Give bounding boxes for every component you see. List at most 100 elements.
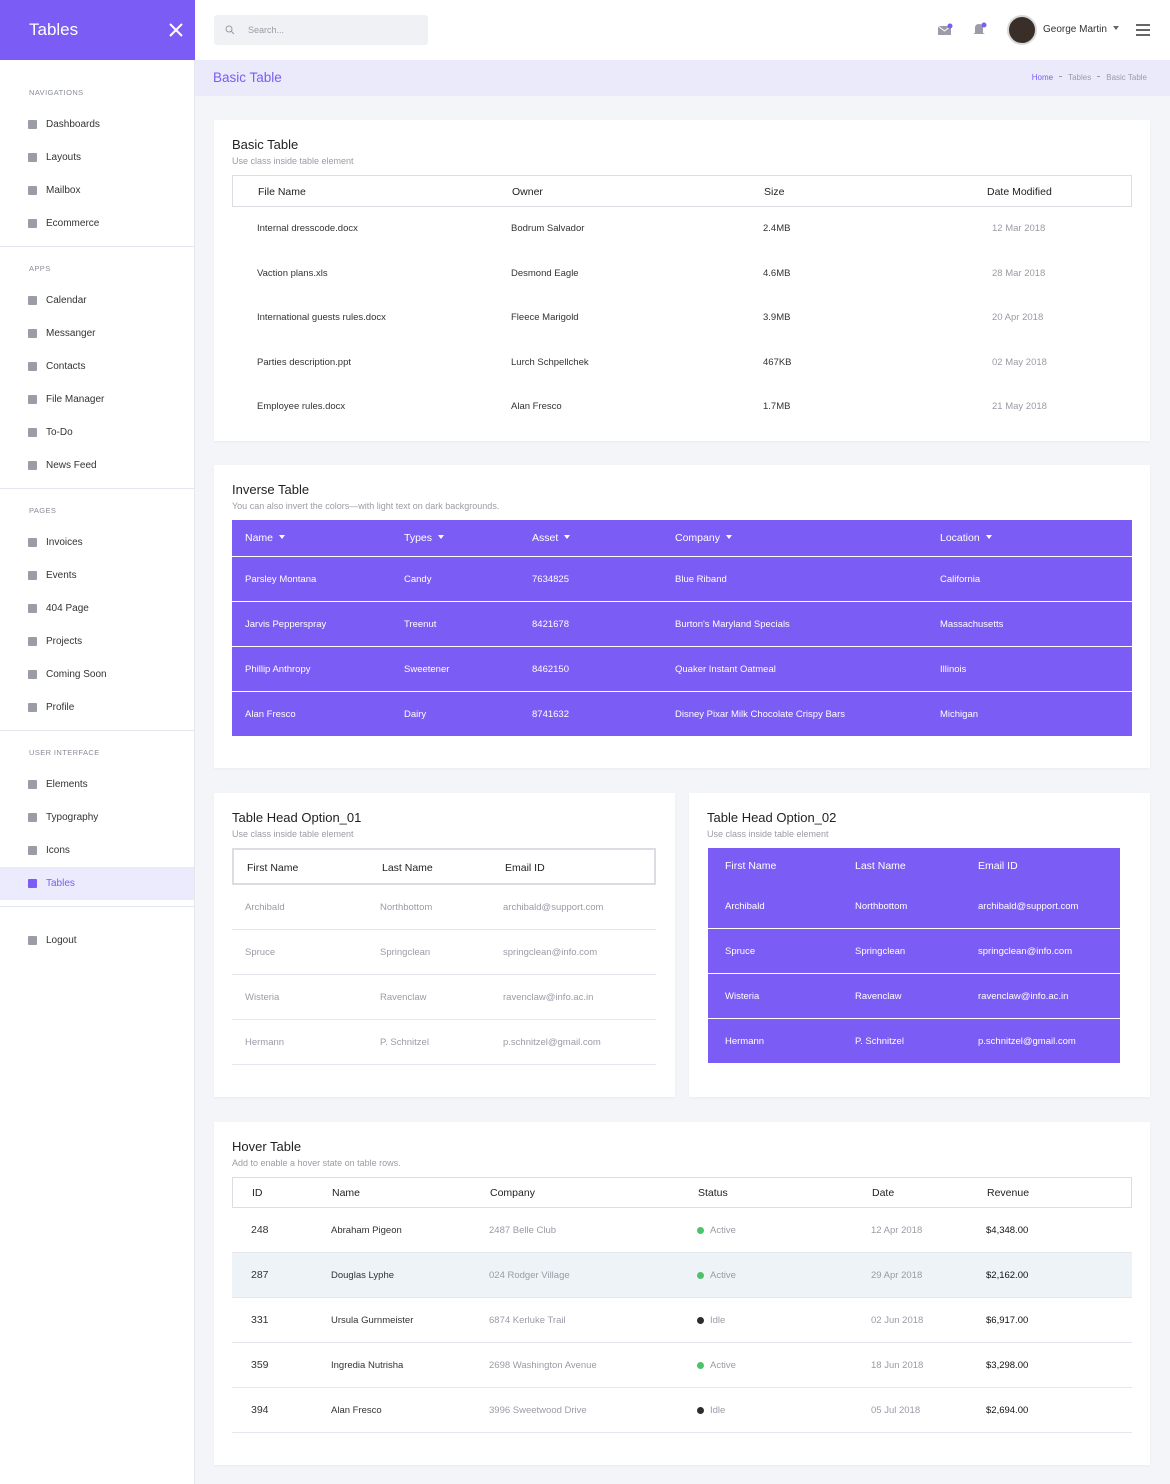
- column-header: Email ID: [978, 860, 1018, 872]
- table-cell: $3,298.00: [986, 1360, 1029, 1371]
- nav-item[interactable]: File Manager: [0, 383, 194, 416]
- table-cell: P. Schnitzel: [380, 1037, 429, 1048]
- table-cell: Wisteria: [245, 992, 280, 1003]
- table-row[interactable]: 287 Douglas Lyphe 024 Rodger Village Active…: [232, 1253, 1132, 1298]
- column-header: Owner: [512, 186, 543, 198]
- table-row[interactable]: 394 Alan Fresco 3996 Sweetwood Drive Idle 05…: [232, 1388, 1132, 1433]
- breadcrumb-item[interactable]: Home: [1031, 73, 1054, 82]
- table-cell: archibald@support.com: [978, 901, 1079, 912]
- table-cell: 12 Mar 2018: [992, 223, 1046, 234]
- logout[interactable]: Logout: [0, 924, 194, 957]
- table-cell: archibald@support.com: [503, 902, 604, 913]
- nav-heading: APPS: [29, 264, 51, 273]
- table-cell: Candy: [404, 574, 432, 585]
- nav-item[interactable]: Icons: [0, 834, 194, 867]
- nav-item[interactable]: Projects: [0, 625, 194, 658]
- table-row: Wisteria Ravenclaw ravenclaw@info.ac.in: [708, 974, 1120, 1019]
- nav-item[interactable]: 404 Page: [0, 592, 194, 625]
- table-row: Archibald Northbottom archibald@support.co…: [232, 885, 656, 930]
- nav-item[interactable]: Mailbox: [0, 174, 194, 207]
- breadcrumb-item: Tables: [1068, 73, 1092, 82]
- table-row: Parsley Montana Candy 7634825 Blue Riband Ca…: [232, 557, 1132, 602]
- user-name[interactable]: George Martin: [1043, 0, 1119, 60]
- table-cell: Disney Pixar Milk Chocolate Crispy Bars: [675, 709, 845, 720]
- table-cell: P. Schnitzel: [855, 1036, 904, 1047]
- nav-item[interactable]: Layouts: [0, 141, 194, 174]
- nav-item[interactable]: News Feed: [0, 449, 194, 482]
- table-cell: Blue Riband: [675, 574, 727, 585]
- avatar[interactable]: [1007, 15, 1037, 45]
- nav-item[interactable]: Contacts: [0, 350, 194, 383]
- table-cell: Springclean: [855, 946, 906, 957]
- table-row: Phillip Anthropy Sweetener 8462150 Quaker I…: [232, 647, 1132, 692]
- status-dot: [697, 1226, 704, 1234]
- table-cell: Employee rules.docx: [257, 401, 346, 412]
- table-row[interactable]: 331 Ursula Gurnmeister 6874 Kerluke Trail I…: [232, 1298, 1132, 1343]
- table-cell: 18 Jun 2018: [871, 1360, 924, 1371]
- table-cell: 287: [251, 1269, 269, 1281]
- page-title: Basic Table: [213, 70, 282, 85]
- column-header: Location: [940, 520, 992, 557]
- table-cell: 2487 Belle Club: [489, 1225, 557, 1236]
- table-row: Spruce Springclean springclean@info.com: [232, 930, 656, 975]
- table-cell: Ravenclaw: [855, 991, 902, 1002]
- nav-item[interactable]: Elements: [0, 768, 194, 801]
- table-row: Spruce Springclean springclean@info.com: [708, 929, 1120, 974]
- status-text: Active: [710, 1225, 736, 1236]
- settings-icon[interactable]: [169, 23, 183, 37]
- table-row: Internal dresscode.docx Bodrum Salvador 2.…: [232, 207, 1132, 252]
- table-row: Employee rules.docx Alan Fresco 1.7MB 21 Ma…: [232, 385, 1132, 430]
- nav-item[interactable]: Messanger: [0, 317, 194, 350]
- table-cell: 331: [251, 1314, 269, 1326]
- table-cell: ravenclaw@info.ac.in: [978, 991, 1069, 1002]
- nav-item[interactable]: Calendar: [0, 284, 194, 317]
- nav-item[interactable]: To-Do: [0, 416, 194, 449]
- status-dot: [697, 1316, 704, 1324]
- card-title: Basic Table: [232, 137, 299, 152]
- card-subtitle: Add to enable a hover state on table row…: [232, 1158, 401, 1168]
- table-row: Vaction plans.xls Desmond Eagle 4.6MB 28 Ma…: [232, 252, 1132, 297]
- bell-icon[interactable]: [972, 21, 988, 38]
- table-cell: Archibald: [725, 901, 765, 912]
- mail-icon[interactable]: [937, 22, 953, 38]
- table-cell: 6874 Kerluke Trail: [489, 1315, 566, 1326]
- nav-item[interactable]: Invoices: [0, 526, 194, 559]
- menu-icon[interactable]: [1136, 24, 1150, 36]
- table-cell: 248: [251, 1224, 269, 1236]
- table-row[interactable]: 248 Abraham Pigeon 2487 Belle Club Active 12…: [232, 1208, 1132, 1253]
- nav-item[interactable]: Ecommerce: [0, 207, 194, 240]
- table-cell: Burton's Maryland Specials: [675, 619, 790, 630]
- column-header: Email ID: [505, 862, 545, 874]
- search-box[interactable]: Search...: [214, 15, 428, 45]
- table-cell: Massachusetts: [940, 619, 1004, 630]
- page-header: Basic Table Home Tables Basic Table: [195, 60, 1170, 96]
- table-cell: Wisteria: [725, 991, 760, 1002]
- nav-item[interactable]: Typography: [0, 801, 194, 834]
- nav-item[interactable]: Tables: [0, 867, 194, 900]
- table-cell: California: [940, 574, 981, 585]
- table-row: Parties description.ppt Lurch Schpellchek…: [232, 341, 1132, 386]
- table-cell: 02 May 2018: [992, 356, 1047, 368]
- column-header: Company: [675, 520, 732, 557]
- table-row: Hermann P. Schnitzel p.schnitzel@gmail.com: [232, 1020, 656, 1065]
- column-header: Company: [490, 1187, 535, 1199]
- table-cell: Alan Fresco: [245, 709, 296, 720]
- column-header: Date Modified: [987, 186, 1052, 198]
- card: Basic Table Use class inside table elemen…: [214, 120, 1150, 441]
- table-cell: Jarvis Pepperspray: [245, 619, 327, 630]
- table-cell: springclean@info.com: [503, 947, 598, 958]
- status-text: Idle: [710, 1405, 726, 1416]
- card: Table Head Option_01 Use class inside tab…: [214, 793, 675, 1097]
- status-cell: Active: [697, 1208, 736, 1253]
- nav-item[interactable]: Coming Soon: [0, 658, 194, 691]
- status-cell: Active: [697, 1343, 736, 1388]
- table-row[interactable]: 359 Ingredia Nutrisha 2698 Washington Aven…: [232, 1343, 1132, 1388]
- nav-item[interactable]: Dashboards: [0, 108, 194, 141]
- topbar: Search... George Martin: [195, 0, 1170, 60]
- nav-item[interactable]: Profile: [0, 691, 194, 724]
- nav-item[interactable]: Events: [0, 559, 194, 592]
- nav-section: APPS Calendar Messanger Contacts File Manage…: [0, 247, 194, 489]
- table-cell: Parties description.ppt: [257, 356, 351, 368]
- column-header: Last Name: [382, 862, 433, 874]
